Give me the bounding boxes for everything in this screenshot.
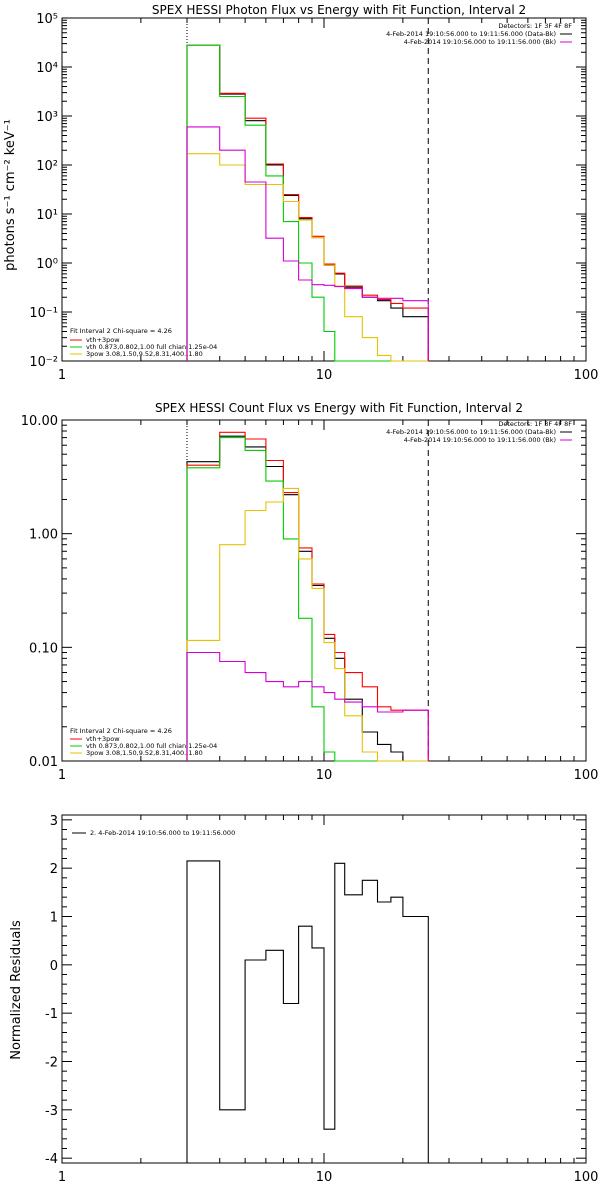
photon-y-axis-label: photons s⁻¹ cm⁻² keV⁻¹ [3,119,18,271]
count-series-2 [186,437,429,762]
residuals-series-0 [186,860,429,1163]
count-legend-label-3: 3pow 3.08,1.50,9.52,8.31,400.,1.80 [86,749,203,757]
photon-header-line-1: 4-Feb-2014 19:10:56.000 to 19:11:56.000 … [386,30,572,38]
count-x-tick-label-0: 1 [58,768,66,783]
photon-fit-interval-text: Fit Interval 2 Chi-square = 4.26 [70,327,172,335]
photon-flux-panel: SPEX HESSI Photon Flux vs Energy with Fi… [3,3,598,383]
count-legend-entry-3: 3pow 3.08,1.50,9.52,8.31,400.,1.80 [70,749,203,757]
residuals-y-tick-label-7: 3 [50,814,58,829]
residuals-legend-label: 2. 4-Feb-2014 19:10:56.000 to 19:11:56.0… [90,829,235,837]
photon-y-tick-label-3: 10¹ [36,208,58,223]
photon-legend-entry-1: vth+3pow [70,336,120,344]
count-legend-label-1: vth+3pow [86,735,120,743]
count-y-tick-label-0: 0.01 [29,755,58,770]
residuals-x-tick-label-1: 10 [316,1170,333,1185]
residuals-panel: Normalized Residuals 2. 4-Feb-2014 19:10… [9,814,598,1185]
count-x-tick-label-1: 10 [316,768,333,783]
photon-series-2 [186,44,429,362]
photon-legend-label-2: vth 0.873,0.802,1.00 full chian 1.25e-04 [86,343,217,351]
residuals-y-tick-label-4: 0 [50,959,58,974]
photon-header-line-1-text: 4-Feb-2014 19:10:56.000 to 19:11:56.000 … [386,30,556,38]
residuals-y-tick-label-2: -2 [45,1056,58,1071]
count-series-4 [186,651,429,761]
photon-x-tick-label-1: 10 [316,368,333,383]
photon-x-tick-label-0: 1 [58,368,66,383]
photon-y-tick-label-4: 10² [36,159,58,174]
photon-legend-label-3: 3pow 3.08,1.50,9.52,8.31,400.,1.80 [86,350,203,358]
residuals-y-tick-label-3: -1 [45,1007,58,1022]
photon-header-line-2-text: 4-Feb-2014 19:10:56.000 to 19:11:56.000 … [404,38,556,46]
photon-detectors-text: Detectors: 1F 3F 4F 8F [498,22,572,30]
count-y-tick-label-2: 1.00 [29,528,58,543]
photon-legend-entry-2: vth 0.873,0.802,1.00 full chian 1.25e-04 [70,343,217,351]
photon-y-tick-label-2: 10⁰ [36,257,58,272]
residuals-y-tick-label-6: 2 [50,862,58,877]
photon-y-tick-label-5: 10³ [36,110,58,125]
residuals-y-tick-label-5: 1 [50,911,58,926]
count-legend-entry-1: vth+3pow [70,735,120,743]
count-series-1 [186,431,429,761]
count-x-tick-label-2: 100 [574,768,599,783]
residuals-y-axis-label: Normalized Residuals [9,920,24,1060]
count-chart-title: SPEX HESSI Count Flux vs Energy with Fit… [155,401,523,415]
photon-legend-label-1: vth+3pow [86,336,120,344]
count-y-tick-label-3: 10.00 [21,414,58,429]
count-detectors-text: Detectors: 1F 3F 4F 8F [498,420,572,428]
photon-series-4 [186,126,429,361]
count-y-tick-label-1: 0.10 [29,641,58,656]
count-header-line-2-text: 4-Feb-2014 19:10:56.000 to 19:11:56.000 … [404,436,556,444]
residuals-y-tick-label-1: -3 [45,1104,58,1119]
photon-legend-entry-3: 3pow 3.08,1.50,9.52,8.31,400.,1.80 [70,350,203,358]
photon-series-0 [186,44,429,361]
photon-chart-title: SPEX HESSI Photon Flux vs Energy with Fi… [152,3,526,17]
count-legend-entry-2: vth 0.873,0.802,1.00 full chian 1.25e-04 [70,742,217,750]
count-legend-label-2: vth 0.873,0.802,1.00 full chian 1.25e-04 [86,742,217,750]
photon-series-3 [186,153,429,362]
count-flux-panel: SPEX HESSI Count Flux vs Energy with Fit… [21,401,599,783]
count-fit-interval-text: Fit Interval 2 Chi-square = 4.26 [70,727,172,735]
photon-y-tick-label-0: 10⁻² [29,355,58,370]
count-header-line-1-text: 4-Feb-2014 19:10:56.000 to 19:11:56.000 … [386,428,556,436]
photon-y-tick-label-6: 10⁴ [36,61,58,76]
photon-y-tick-label-7: 10⁵ [36,12,58,27]
residuals-y-tick-label-0: -4 [45,1152,58,1167]
photon-y-tick-label-1: 10⁻¹ [29,306,58,321]
photon-x-tick-label-2: 100 [574,368,599,383]
count-header-line-2: 4-Feb-2014 19:10:56.000 to 19:11:56.000 … [404,436,572,444]
photon-series-1 [186,44,429,361]
residuals-legend-entry: 2. 4-Feb-2014 19:10:56.000 to 19:11:56.0… [72,829,235,837]
residuals-x-tick-label-0: 1 [58,1170,66,1185]
residuals-x-tick-label-2: 100 [574,1170,599,1185]
count-header-line-1: 4-Feb-2014 19:10:56.000 to 19:11:56.000 … [386,428,572,436]
count-series-3 [186,487,429,762]
photon-header-line-2: 4-Feb-2014 19:10:56.000 to 19:11:56.000 … [404,38,572,46]
